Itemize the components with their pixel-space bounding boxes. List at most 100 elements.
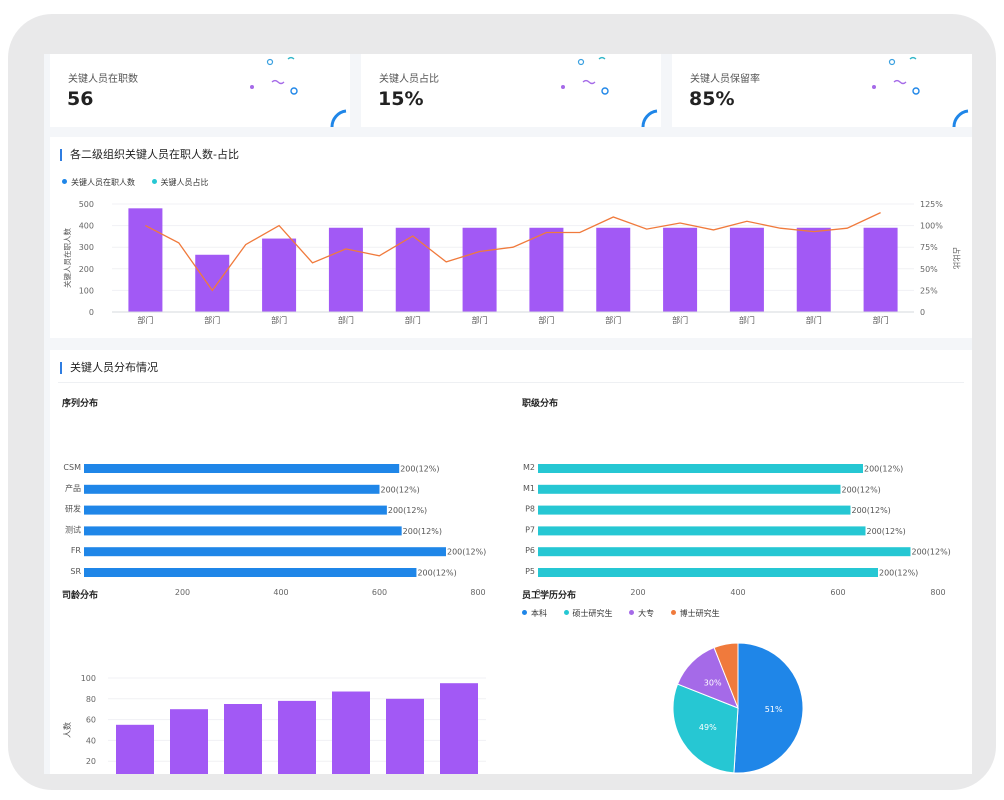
kpi-value: 15% [378, 88, 424, 110]
bar [332, 691, 370, 774]
legend-item-phd[interactable]: 博士研究生 [670, 608, 720, 619]
y-axis-title: 人数 [62, 722, 72, 738]
x-tick-label: 部门 [271, 315, 287, 325]
distribution-panel: 关键人员分布情况 序列分布 职级分布 司龄分布 员工学历分布 本科 硕士研究生 … [50, 350, 972, 774]
y-tick-label: 40 [86, 736, 96, 745]
bar [116, 724, 154, 774]
bar [663, 227, 698, 312]
confetti-decoration-icon [250, 56, 347, 127]
x-tick-label: 部门 [873, 315, 889, 325]
category-label: P5 [525, 567, 535, 576]
y-tick-label: 0 [89, 308, 94, 317]
org-chart-panel: 各二级组织关键人员在职人数-占比 关键人员在职人数 关键人员占比 0 100 200… [50, 137, 972, 338]
kpi-title: 关键人员保留率 [690, 74, 760, 85]
y-tick-label: 100 [81, 674, 96, 683]
y2-tick-label: 125% [920, 200, 943, 209]
category-label: M2 [523, 463, 535, 472]
data-label: 200(12%) [403, 527, 442, 536]
category-label: P8 [525, 505, 535, 514]
pie-slice [713, 642, 739, 709]
bar [386, 698, 424, 774]
y2-tick-label: 0 [920, 308, 925, 317]
bar [328, 227, 363, 312]
y2-tick-label: 25% [920, 286, 938, 295]
bar [796, 227, 831, 312]
category-label: FR [71, 546, 82, 555]
bar [195, 254, 230, 312]
level-title: 职级分布 [522, 399, 559, 409]
slice-label: 49% [699, 723, 717, 732]
slice-label: 51% [765, 705, 783, 714]
y-tick-label: 500 [79, 200, 94, 209]
x-tick-label: 800 [930, 588, 945, 597]
y-tick-label: 400 [79, 222, 94, 231]
x-tick-label: 800 [470, 588, 485, 597]
x-tick-label: 部门 [405, 315, 421, 325]
category-label: P7 [525, 525, 535, 534]
org-combo-chart: 0 100 200 300 400 500 0 25% 50% 75% 100% 125% 关键人员在职… [62, 200, 962, 325]
bar [224, 704, 262, 774]
bar [170, 709, 208, 774]
category-label: 研发 [65, 504, 81, 514]
education-title: 员工学历分布 [522, 591, 577, 601]
category-label: P6 [525, 546, 535, 555]
legend-item-ratio[interactable]: 关键人员占比 [151, 177, 209, 188]
bar [84, 526, 402, 536]
x-tick-label: 部门 [538, 315, 554, 325]
kpi-card-retention[interactable]: 关键人员保留率 85% [672, 54, 972, 127]
bar [84, 484, 380, 494]
y2-tick-label: 75% [920, 243, 938, 252]
legend-item-master[interactable]: 硕士研究生 [563, 608, 613, 619]
data-label: 200(12%) [852, 506, 891, 515]
bar [596, 227, 631, 312]
data-label: 200(12%) [912, 548, 951, 557]
section-title: 各二级组织关键人员在职人数-占比 [60, 149, 239, 161]
y-tick-label: 20 [86, 757, 96, 766]
distribution-charts: CSM 200(12%) 产品 200(12%) 研发 200(12%) 测试 200(12%… [62, 463, 951, 774]
slice-label: 30% [704, 679, 722, 688]
kpi-value: 56 [67, 88, 94, 110]
x-tick-label: 200 [630, 588, 645, 597]
bar [262, 238, 297, 312]
sequence-title: 序列分布 [62, 399, 99, 409]
legend-item-college[interactable]: 大专 [629, 608, 654, 619]
y-tick-label: 100 [79, 286, 94, 295]
section-title: 关键人员分布情况 [60, 362, 158, 374]
category-label: CSM [63, 463, 81, 472]
data-label: 200(12%) [879, 569, 918, 578]
bar [538, 484, 841, 494]
bar [84, 568, 417, 577]
bar [538, 526, 866, 536]
x-tick-label: 部门 [672, 315, 688, 325]
y-tick-label: 200 [79, 265, 94, 274]
org-chart-legend: 关键人员在职人数 关键人员占比 [62, 177, 223, 188]
bar [863, 227, 898, 312]
kpi-value: 85% [689, 88, 735, 110]
data-label: 200(12%) [381, 485, 420, 494]
kpi-card-headcount[interactable]: 关键人员在职数 56 [50, 54, 350, 127]
bar [440, 683, 478, 774]
kpi-card-ratio[interactable]: 关键人员占比 15% [361, 54, 661, 127]
x-tick-label: 部门 [472, 315, 488, 325]
x-tick-label: 0 [81, 588, 86, 597]
education-legend: 本科 硕士研究生 大专 博士研究生 [522, 608, 734, 619]
category-label: M1 [523, 484, 535, 493]
data-label: 200(12%) [447, 548, 486, 557]
x-tick-label: 部门 [605, 315, 621, 325]
bar [462, 227, 497, 312]
data-label: 200(12%) [417, 569, 456, 578]
tenure-title: 司龄分布 [62, 591, 99, 601]
data-label: 200(12%) [842, 485, 881, 494]
x-tick-label: 600 [372, 588, 387, 597]
device-frame: 关键人员在职数 56 关键人员占比 15% 关键人员保留率 85% [8, 14, 996, 790]
bar [529, 227, 564, 312]
pie-slice [672, 683, 739, 774]
x-tick-label: 400 [273, 588, 288, 597]
legend-item-headcount[interactable]: 关键人员在职人数 [62, 177, 135, 188]
pie-slice [733, 642, 804, 774]
kpi-title: 关键人员在职数 [68, 74, 138, 85]
bar [84, 547, 446, 557]
legend-item-bachelor[interactable]: 本科 [522, 608, 547, 619]
y2-tick-label: 100% [920, 222, 943, 231]
y2-tick-label: 50% [920, 265, 938, 274]
